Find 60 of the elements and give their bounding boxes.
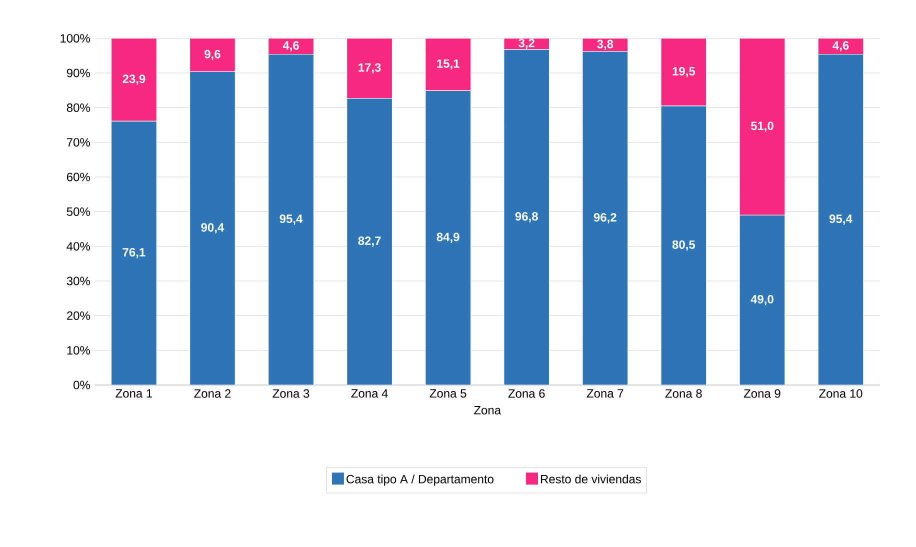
x-tick-label: Zona 4	[351, 389, 388, 398]
x-tick-label: Zona 2	[194, 389, 231, 398]
data-label: 15,1	[437, 59, 460, 70]
bar	[739, 38, 786, 216]
y-tick-label: 40%	[66, 242, 90, 251]
y-tick-label: 0%	[74, 380, 90, 390]
x-tick-label: Zona 9	[744, 389, 780, 398]
bar	[818, 54, 864, 385]
data-label: 76,1	[122, 248, 146, 258]
data-label: 3,2	[518, 38, 534, 49]
bar	[739, 214, 786, 385]
bar	[190, 38, 236, 72]
x-tick-label: Zona 7	[586, 389, 624, 398]
x-tick-label: Zona 3	[272, 389, 310, 398]
bar	[346, 98, 392, 385]
bar	[425, 90, 472, 385]
bar	[425, 38, 472, 91]
bar	[111, 120, 157, 385]
data-label: 84,9	[436, 232, 460, 243]
legend-label: Casa tipo A / Departamento	[346, 474, 494, 486]
bar	[346, 38, 392, 99]
y-tick-label: 50%	[66, 207, 90, 216]
y-tick-label: 10%	[67, 346, 90, 355]
data-label: 3,8	[597, 40, 614, 50]
data-label: 96,2	[594, 213, 616, 224]
data-label: 23,9	[122, 74, 146, 85]
data-label: 95,4	[829, 214, 852, 225]
x-tick-label: Zona 6	[508, 389, 545, 398]
bar	[268, 54, 314, 385]
data-label: 95,4	[280, 214, 303, 225]
bar	[504, 49, 550, 385]
bar	[660, 38, 707, 106]
x-tick-label: Zona 1	[116, 389, 152, 398]
data-label: 80,5	[672, 240, 696, 251]
legend-label: Resto de viviendas	[541, 474, 641, 484]
y-tick-label: 60%	[66, 172, 90, 182]
x-axis-title: Zona	[474, 406, 502, 414]
data-label: 19,5	[672, 67, 696, 78]
y-tick-label: 100%	[60, 34, 90, 43]
y-tick-label: 30%	[66, 276, 90, 286]
data-label: 9,6	[204, 50, 220, 60]
y-tick-label: 80%	[66, 103, 90, 112]
data-label: 82,7	[358, 236, 381, 247]
y-tick-label: 20%	[66, 311, 90, 320]
bar	[190, 71, 236, 385]
data-label: 49,0	[750, 294, 774, 306]
bar	[111, 38, 157, 122]
x-tick-label: Zona 8	[665, 389, 702, 398]
y-tick-label: 70%	[66, 138, 90, 147]
x-tick-label: Zona 10	[819, 389, 862, 398]
data-label: 96,8	[515, 212, 538, 222]
bar	[660, 106, 707, 385]
y-tick-label: 90%	[66, 68, 90, 78]
data-label: 51,0	[750, 122, 774, 132]
data-label: 4,6	[832, 41, 849, 52]
data-label: 90,4	[201, 223, 224, 234]
bar	[582, 51, 628, 385]
x-tick-label: Zona 5	[430, 389, 466, 398]
data-label: 17,3	[358, 63, 381, 74]
data-label: 4,6	[282, 41, 299, 52]
